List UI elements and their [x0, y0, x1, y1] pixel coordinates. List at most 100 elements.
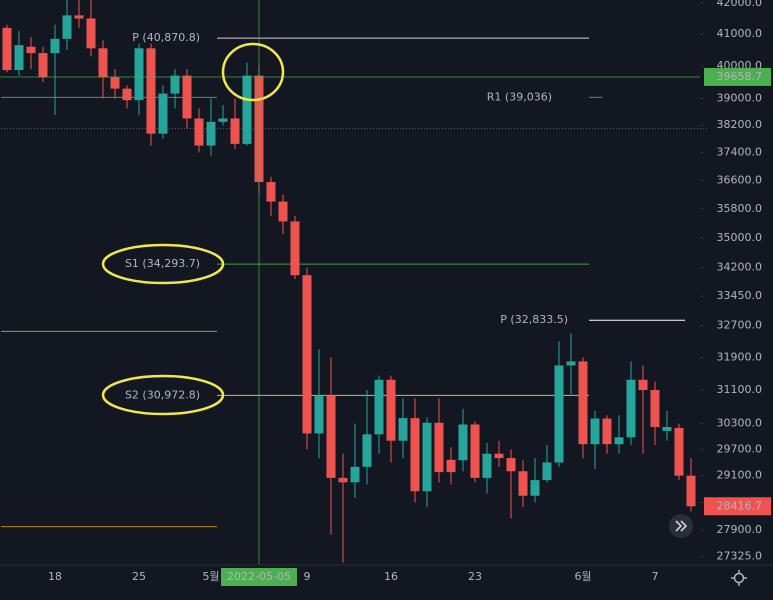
x-tick-label: 7 [652, 570, 659, 583]
highlight-circle [221, 42, 285, 102]
y-tick-label: 33450.0 [717, 289, 763, 302]
candle-body [506, 458, 516, 472]
pivot-label: R1 (39,036) [487, 90, 552, 103]
x-tick-label: 25 [132, 570, 146, 583]
candle-body [650, 390, 660, 428]
y-tick-label: 34200.0 [717, 261, 763, 274]
highlight-circle [101, 243, 225, 285]
crosshair-y-label: 39658.7 [717, 70, 763, 83]
x-tick-label: 6월 [574, 570, 591, 583]
candle-body [26, 46, 36, 54]
settings-icon[interactable] [733, 572, 745, 584]
scroll-button[interactable] [669, 514, 693, 538]
candle-body [446, 459, 456, 473]
x-tick-label: 9 [304, 570, 311, 583]
last-price-label: 28416.7 [717, 499, 763, 512]
candle-body [170, 75, 180, 94]
candle-body [362, 434, 372, 467]
candle-body [674, 427, 684, 476]
last-price-box [704, 497, 771, 516]
candle-body [350, 466, 360, 483]
scroll-icon[interactable] [675, 520, 688, 532]
pivot-label: S1 (34,293.7) [125, 257, 200, 270]
y-tick-label: 27900.0 [717, 523, 763, 536]
y-tick-label: 42000.0 [717, 0, 763, 9]
candle-body [302, 275, 312, 434]
candle-body [74, 15, 84, 19]
candle-body [50, 38, 60, 54]
candle-body [242, 75, 252, 144]
candle-body [338, 477, 348, 483]
candle-body [638, 379, 648, 391]
candle-body [434, 422, 444, 473]
pivot-label: S2 (30,972.8) [125, 388, 200, 401]
settings-icon-spokes[interactable] [731, 570, 747, 586]
pivot-label: P (32,833.5) [500, 313, 568, 326]
y-tick-label: 35800.0 [717, 202, 763, 215]
y-tick-label: 30300.0 [717, 417, 763, 430]
candle-body [494, 453, 504, 459]
candle-body [602, 418, 612, 445]
candle-body [326, 395, 336, 478]
y-tick-label: 27325.0 [717, 550, 763, 563]
candle-body [194, 118, 204, 146]
candle-body [182, 75, 192, 119]
y-tick-label: 36600.0 [717, 173, 763, 186]
candle-body [122, 88, 132, 101]
candle-body [314, 395, 324, 434]
candle-body [134, 48, 144, 101]
highlight-circle [101, 374, 225, 416]
candle-body [518, 471, 528, 496]
candle-body [110, 77, 120, 89]
candle-body [218, 118, 228, 122]
candle-body [374, 379, 384, 435]
crosshair-x-box [221, 568, 297, 586]
candle-body [410, 418, 420, 492]
crosshair-y-box [704, 67, 771, 86]
candle-body [398, 418, 408, 441]
y-tick-label: 38200.0 [717, 118, 763, 131]
candle-body [290, 221, 300, 276]
crosshair-x-label: 2022-05-05 [227, 570, 291, 583]
candle-body [422, 422, 432, 492]
pivot-label: P (40,870.8) [132, 31, 200, 44]
candle-body [278, 201, 288, 222]
y-tick-label: 31900.0 [717, 350, 763, 363]
y-tick-label: 35000.0 [717, 231, 763, 244]
candle-body [206, 121, 216, 146]
candle-body [542, 462, 552, 481]
candle-body [86, 18, 96, 49]
x-tick-label: 5월 [202, 570, 219, 583]
candle-body [662, 427, 672, 431]
candle-body [578, 361, 588, 445]
y-tick-label: 32700.0 [717, 318, 763, 331]
candle-body [266, 182, 276, 202]
candle-body [14, 45, 24, 71]
candle-body [686, 475, 696, 507]
candle-body [566, 361, 576, 366]
candle-body [146, 48, 156, 134]
x-tick-label: 23 [468, 570, 482, 583]
candle-body [614, 437, 624, 445]
y-tick-label: 37400.0 [717, 145, 763, 158]
candle-body [98, 48, 108, 78]
candle-body [626, 379, 636, 438]
y-tick-label: 29700.0 [717, 442, 763, 455]
candle-body [470, 424, 480, 478]
candle-body [530, 480, 540, 496]
candle-body [158, 93, 168, 134]
candle-body [2, 27, 12, 71]
settings-button[interactable] [731, 570, 747, 586]
y-tick-label: 31100.0 [717, 383, 763, 396]
candle-body [62, 15, 72, 39]
candle-body [230, 118, 240, 144]
candle-body [590, 418, 600, 445]
candle-body [554, 365, 564, 463]
y-tick-label: 41000.0 [717, 27, 763, 40]
y-tick-label: 39000.0 [717, 92, 763, 105]
candle-body [458, 424, 468, 461]
candle-body [386, 379, 396, 441]
candle-body [482, 453, 492, 478]
